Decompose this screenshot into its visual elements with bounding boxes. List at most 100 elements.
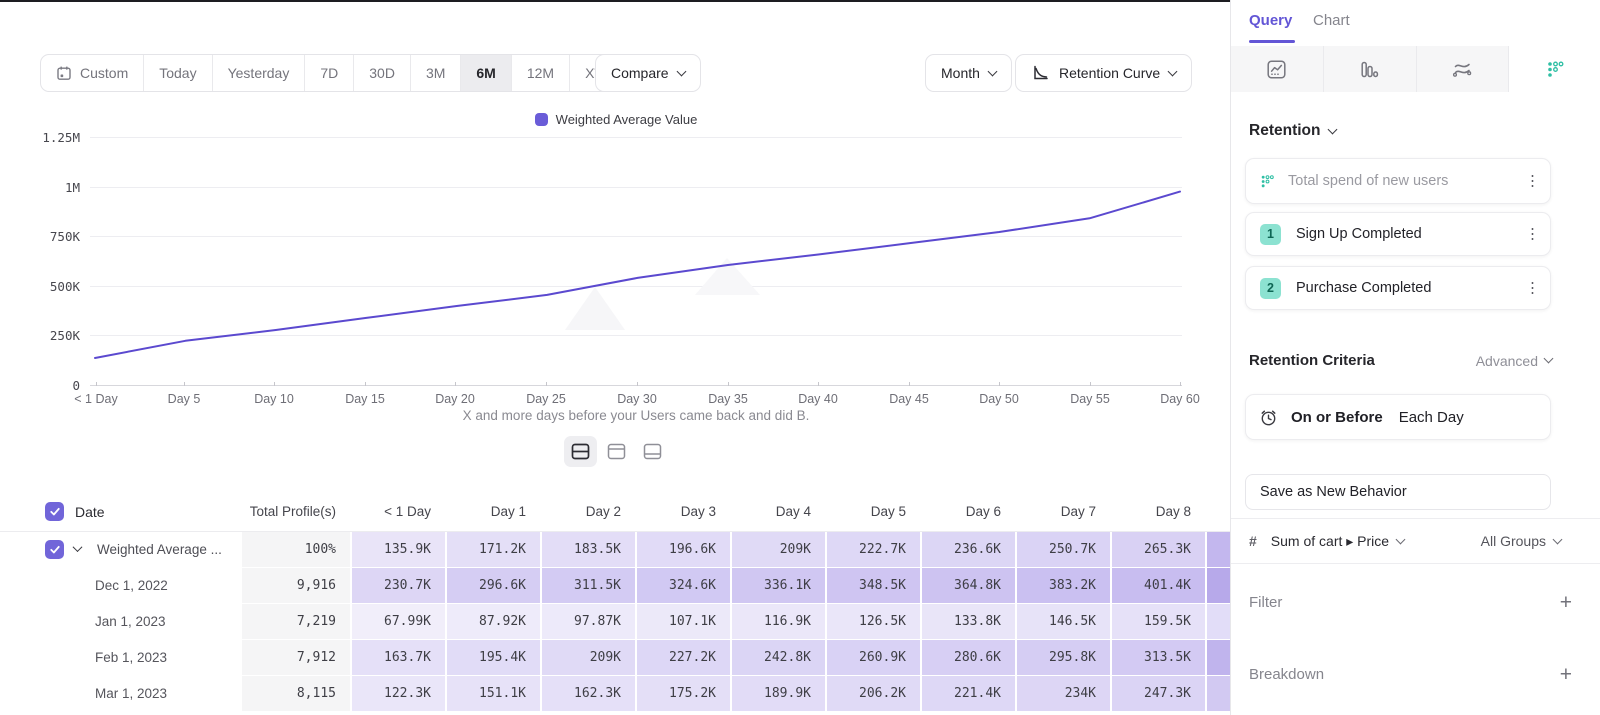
funnels-report-button[interactable] (1324, 46, 1417, 92)
measure-property-dropdown[interactable]: Sum of cart ▸ Price (1271, 533, 1404, 550)
alarm-clock-icon (1259, 408, 1278, 427)
retention-dots-icon (1546, 60, 1565, 79)
step-card[interactable]: 1 Sign Up Completed ⋮ (1245, 212, 1551, 256)
step-event-name: Sign Up Completed (1296, 226, 1422, 242)
value-cell: 222.7K (827, 532, 920, 567)
table-row[interactable]: Jan 1, 2023 7,219 67.99K 87.92K 97.87K 1… (0, 604, 1232, 639)
value-cell: 348.5K (827, 568, 920, 603)
column-header[interactable]: Day 6 (922, 492, 1015, 531)
y-tick-label: 250K (8, 328, 80, 343)
value-cell: 234K (1017, 676, 1110, 711)
retention-report-button-active[interactable] (1509, 46, 1600, 92)
chart-type-dropdown[interactable]: Retention Curve (1015, 54, 1192, 92)
value-cell: 159.5K (1112, 604, 1205, 639)
x-axis-caption: X and more days before your Users came b… (90, 408, 1182, 423)
range-30d[interactable]: 30D (354, 55, 411, 91)
flows-report-button[interactable] (1417, 46, 1510, 92)
range-custom-label: Custom (80, 65, 128, 81)
total-cell: 7,219 (242, 604, 350, 639)
column-header[interactable]: Day 7 (1017, 492, 1110, 531)
insights-report-button[interactable] (1231, 46, 1324, 92)
select-all-checkbox[interactable] (45, 502, 64, 521)
column-header[interactable]: Day 1 (447, 492, 540, 531)
row-checkbox[interactable] (45, 540, 64, 559)
behavior-card[interactable]: Total spend of new users ⋮ (1245, 158, 1551, 204)
range-custom[interactable]: Custom (41, 55, 144, 91)
range-yesterday[interactable]: Yesterday (213, 55, 306, 91)
add-breakdown-button[interactable]: + (1560, 664, 1572, 685)
calendar-icon (56, 65, 72, 81)
table-row[interactable]: Weighted Average ... 100% 135.9K 171.2K … (0, 532, 1232, 567)
view-toggle-group (0, 436, 1232, 467)
filter-section: Filter + (1249, 592, 1572, 613)
table-view-icon (643, 443, 662, 460)
criteria-value-dropdown[interactable]: Each Day (1399, 409, 1464, 426)
value-cell: 280.6K (922, 640, 1015, 675)
column-header[interactable]: Total Profile(s) (242, 492, 350, 531)
table-row[interactable]: Mar 1, 2023 8,115 122.3K 151.1K 162.3K 1… (0, 676, 1232, 711)
row-label-cell: Feb 1, 2023 (0, 640, 240, 675)
table-row[interactable]: Dec 1, 2022 9,916 230.7K 296.6K 311.5K 3… (0, 568, 1232, 603)
groups-dropdown[interactable]: All Groups (1481, 533, 1561, 549)
value-cell: 242.8K (732, 640, 825, 675)
step-card[interactable]: 2 Purchase Completed ⋮ (1245, 266, 1551, 310)
tab-chart[interactable]: Chart (1313, 12, 1350, 29)
value-cell: 265.3K (1112, 532, 1205, 567)
kebab-menu-icon[interactable]: ⋮ (1525, 281, 1540, 296)
clipped-value-cell (1207, 532, 1232, 567)
granularity-dropdown[interactable]: Month (925, 54, 1012, 92)
chart-legend[interactable]: Weighted Average Value (0, 112, 1232, 127)
save-behavior-button[interactable]: Save as New Behavior (1245, 474, 1551, 510)
bar-chart-icon (1360, 60, 1379, 79)
criteria-condition-card[interactable]: On or Before Each Day (1245, 394, 1551, 440)
kebab-menu-icon[interactable]: ⋮ (1525, 174, 1540, 189)
value-cell: 162.3K (542, 676, 635, 711)
column-header[interactable]: Day 2 (542, 492, 635, 531)
add-filter-button[interactable]: + (1560, 592, 1572, 613)
y-tick-label: 750K (8, 229, 80, 244)
view-split-button[interactable] (564, 436, 597, 467)
value-cell: 221.4K (922, 676, 1015, 711)
retention-section-header[interactable]: Retention (1249, 122, 1336, 140)
retention-line-chart[interactable] (90, 130, 1185, 392)
range-6m-selected[interactable]: 6M (461, 55, 511, 91)
legend-swatch (535, 113, 548, 126)
y-tick-label: 1.25M (8, 130, 80, 145)
kebab-menu-icon[interactable]: ⋮ (1525, 227, 1540, 242)
view-chart-button[interactable] (600, 436, 633, 467)
compare-button[interactable]: Compare (595, 54, 701, 92)
column-header[interactable]: Day 8 (1112, 492, 1205, 531)
retention-dots-icon (1260, 174, 1275, 189)
y-tick-label: 1M (8, 180, 80, 195)
value-cell: 135.9K (352, 532, 445, 567)
range-7d[interactable]: 7D (305, 55, 354, 91)
column-header[interactable]: Day 3 (637, 492, 730, 531)
active-tab-underline (1249, 40, 1295, 43)
view-table-button[interactable] (636, 436, 669, 467)
column-header[interactable]: Day 5 (827, 492, 920, 531)
date-header-cell: Date (0, 492, 240, 531)
table-row[interactable]: Feb 1, 2023 7,912 163.7K 195.4K 209K 227… (0, 640, 1232, 675)
tab-query[interactable]: Query (1249, 12, 1292, 29)
y-tick-label: 500K (8, 279, 80, 294)
column-header[interactable]: < 1 Day (352, 492, 445, 531)
range-12m[interactable]: 12M (512, 55, 570, 91)
date-range-control: Custom Today Yesterday 7D 30D 3M 6M 12M … (40, 54, 644, 92)
criteria-condition[interactable]: On or Before (1291, 409, 1383, 426)
x-tick-label: Day 45 (866, 386, 952, 406)
value-cell: 87.92K (447, 604, 540, 639)
row-label-cell: Dec 1, 2022 (0, 568, 240, 603)
chevron-down-icon (1328, 124, 1338, 134)
column-header[interactable]: Day 4 (732, 492, 825, 531)
value-cell: 250.7K (1017, 532, 1110, 567)
range-3m[interactable]: 3M (411, 55, 461, 91)
value-cell: 401.4K (1112, 568, 1205, 603)
range-today[interactable]: Today (144, 55, 212, 91)
step-number-badge: 1 (1260, 224, 1281, 245)
clipped-value-cell (1207, 676, 1232, 711)
watermark-triangle (565, 287, 625, 330)
criteria-mode-dropdown[interactable]: Advanced (1476, 353, 1552, 369)
retention-criteria-row: Retention Criteria Advanced (1249, 352, 1552, 369)
value-cell: 107.1K (637, 604, 730, 639)
expand-chevron-icon[interactable] (73, 542, 83, 552)
